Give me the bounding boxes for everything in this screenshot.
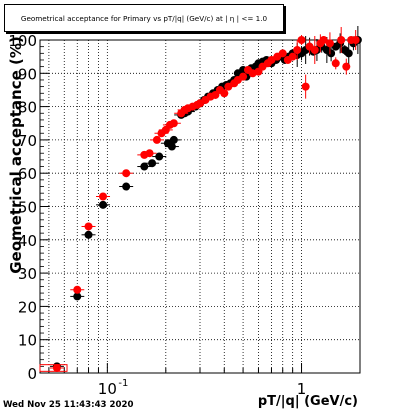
data-point	[342, 62, 351, 71]
data-point	[288, 52, 297, 61]
data-point	[145, 149, 154, 158]
y-tick-label: 20	[18, 298, 37, 316]
data-point	[301, 82, 310, 91]
data-point	[239, 72, 248, 81]
x-tick-exponent: -1	[118, 378, 128, 389]
data-point	[224, 82, 233, 91]
data-point	[297, 36, 306, 44]
y-tick-label: 60	[18, 165, 37, 183]
y-tick-label: 30	[18, 265, 37, 283]
data-point	[73, 292, 82, 301]
data-point	[52, 364, 61, 373]
y-tick-label: 100	[8, 32, 37, 50]
data-point	[344, 49, 353, 58]
x-tick-label: 1	[297, 380, 307, 398]
data-point	[99, 192, 108, 201]
axis-ticks	[40, 39, 361, 374]
y-tick-label: 80	[18, 99, 37, 117]
y-tick-labels: 0 10 20 30 40 50 60 70 80 90 100	[8, 32, 37, 383]
y-tick-label: 50	[18, 199, 37, 217]
data-point	[152, 135, 161, 144]
data-point	[169, 119, 178, 128]
timestamp: Wed Nov 25 11:43:43 2020	[3, 400, 134, 410]
data-point	[325, 39, 334, 48]
x-tick-labels: 10 -1 1	[98, 378, 307, 398]
data-point	[140, 162, 149, 171]
y-tick-label: 40	[18, 232, 37, 250]
chart-title-box: Geometrical acceptance for Primary vs pT…	[4, 4, 284, 32]
data-point	[220, 89, 229, 98]
series-red	[39, 27, 360, 373]
data-point	[337, 36, 346, 44]
data-point	[84, 222, 93, 231]
chart-title: Geometrical acceptance for Primary vs pT…	[20, 13, 268, 23]
data-point	[169, 135, 178, 144]
data-point	[310, 45, 319, 54]
y-tick-label: 70	[18, 132, 37, 150]
data-point	[319, 36, 328, 44]
data-point	[122, 169, 131, 178]
data-point	[155, 152, 164, 161]
data-point	[73, 285, 82, 294]
data-point	[99, 200, 108, 209]
data-point	[84, 230, 93, 239]
data-point	[122, 182, 131, 191]
data-box	[39, 364, 68, 372]
x-tick-label: 10	[98, 380, 117, 398]
data-point	[293, 45, 302, 54]
y-axis-label: Geometrical acceptance (%)	[7, 36, 25, 274]
x-axis-label: pT/|q| (GeV/c)	[258, 394, 358, 409]
data-point	[278, 49, 287, 58]
y-tick-label: 10	[18, 332, 37, 350]
series-black	[49, 26, 362, 371]
data-point	[148, 159, 157, 168]
grid-lines	[40, 40, 361, 373]
data-point	[331, 59, 340, 68]
y-tick-label: 90	[18, 65, 37, 83]
data-point	[267, 55, 276, 64]
data-point	[351, 36, 360, 44]
data-point	[327, 49, 336, 58]
y-tick-label: 0	[27, 365, 37, 383]
data-point	[167, 142, 176, 151]
